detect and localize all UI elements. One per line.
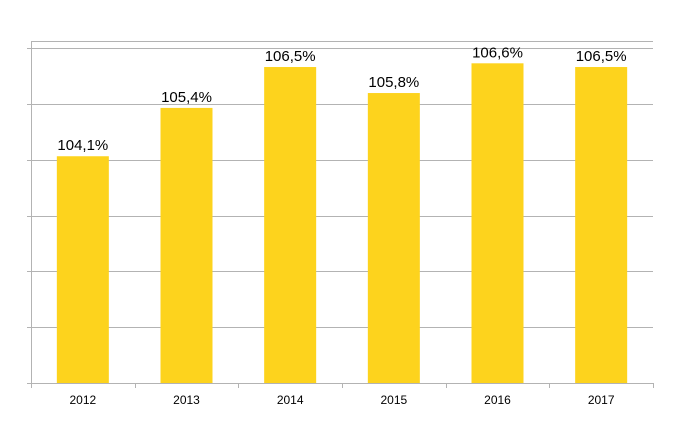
bar: [575, 67, 628, 384]
x-tick-label: 2016: [484, 393, 511, 407]
x-tick-label: 2014: [277, 393, 304, 407]
bar: [56, 156, 109, 383]
x-tick-label: 2017: [588, 393, 615, 407]
x-tick-label: 2015: [380, 393, 407, 407]
data-labels: 104,1% 105,4% 106,5% 105,8% 106,6% 106,5%: [57, 44, 626, 154]
data-label: 104,1%: [57, 137, 108, 154]
bar: [367, 93, 420, 383]
gridlines: [31, 41, 653, 328]
x-tick-label: 2012: [69, 393, 96, 407]
data-label: 106,5%: [576, 48, 627, 65]
bars: [56, 63, 628, 384]
bar: [471, 63, 524, 383]
data-label: 106,5%: [265, 48, 316, 65]
bar: [160, 107, 213, 384]
data-label: 105,8%: [368, 74, 419, 91]
axes: 2012 2013 2014 2015 2016 2017: [27, 41, 654, 407]
data-label: 106,6%: [472, 44, 523, 61]
data-label: 105,4%: [161, 89, 212, 106]
x-tick-label: 2013: [173, 393, 200, 407]
bar: [264, 67, 317, 384]
